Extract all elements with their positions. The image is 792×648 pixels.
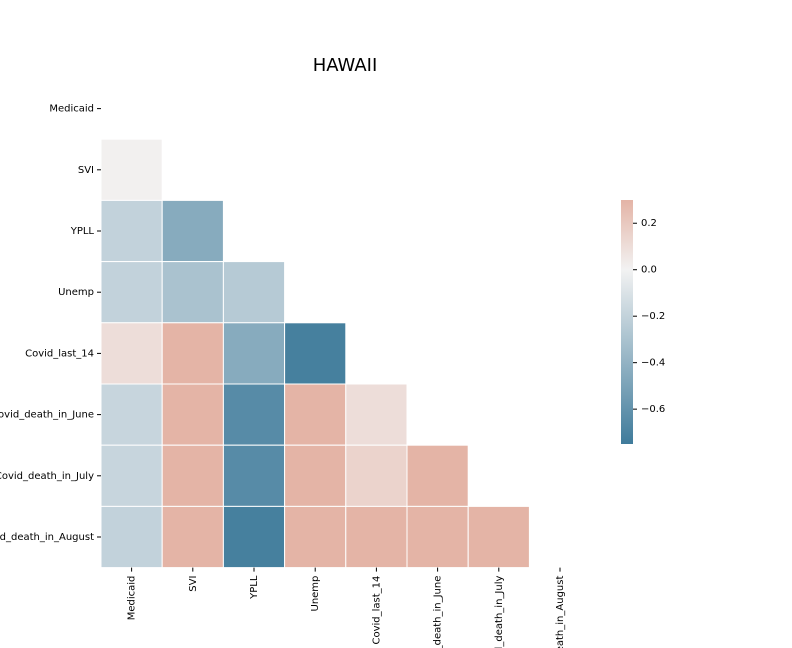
heatmap-cell (100, 138, 163, 201)
heatmap-cell (284, 505, 347, 569)
heatmap-cell (161, 199, 224, 263)
y-tick-label: SVI (78, 165, 94, 176)
y-tick-label: Unemp (58, 287, 94, 298)
heatmap-cell (467, 505, 530, 569)
x-tick-label: Unemp (310, 576, 321, 612)
x-tick-label: Medicaid (127, 576, 138, 621)
x-tick-label: Covid_death_in_June (433, 576, 444, 648)
x-tick-label: SVI (188, 576, 199, 592)
heatmap-cell (222, 444, 286, 507)
heatmap-cell (161, 261, 224, 324)
heatmap-cell (222, 322, 286, 385)
heatmap-cell (100, 322, 163, 385)
heatmap-cell (161, 444, 224, 507)
y-tick-label: Medicaid (49, 104, 94, 115)
x-tick-label: Covid_death_in_August (555, 576, 566, 648)
heatmap-cell (222, 505, 286, 569)
x-tick-label: Covid_last_14 (371, 576, 382, 645)
heatmap-cell (284, 444, 347, 507)
y-tick-label: Covid_last_14 (25, 348, 94, 359)
heatmap-cell (345, 505, 408, 569)
heatmap-cell (161, 383, 224, 446)
y-tick-label: Covid_death_in_June (0, 410, 94, 421)
chart-title: HAWAII (313, 55, 378, 76)
heatmap-cell (100, 505, 163, 569)
x-tick-label: YPLL (249, 575, 260, 600)
heatmap-cell (222, 261, 286, 324)
colorbar-tick-label: −0.6 (641, 404, 665, 415)
heatmap-cell (284, 383, 347, 446)
heatmap-cell (406, 505, 469, 569)
colorbar-tick-label: −0.4 (641, 358, 665, 369)
y-tick-label: Covid_death_in_August (0, 532, 94, 543)
heatmap-cell (100, 383, 163, 446)
heatmap-cell (345, 383, 408, 446)
y-tick-label: YPLL (70, 226, 95, 237)
x-tick-label: Covid_death_in_July (494, 576, 505, 648)
colorbar (621, 200, 633, 444)
heatmap-cell (161, 322, 224, 385)
heatmap-cell (345, 444, 408, 507)
heatmap-cell (406, 444, 469, 507)
y-tick-label: Covid_death_in_July (0, 471, 94, 482)
colorbar-tick-label: 0.0 (641, 265, 657, 276)
heatmap-cell (100, 199, 163, 263)
colorbar-tick-label: 0.2 (641, 218, 657, 229)
heatmap-cell (100, 444, 163, 507)
heatmap-cell (161, 505, 224, 569)
colorbar-tick-label: −0.2 (641, 311, 665, 322)
heatmap-cell (100, 261, 163, 324)
heatmap-cell (222, 383, 286, 446)
heatmap-cell (284, 322, 347, 385)
